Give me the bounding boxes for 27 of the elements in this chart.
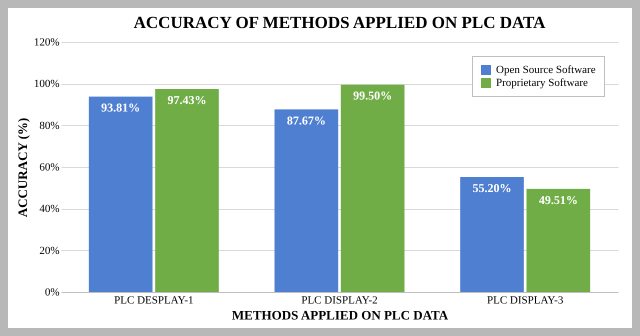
y-tick-label: 20% [39, 244, 60, 257]
data-label: 97.43% [167, 93, 206, 108]
data-label: 99.50% [353, 88, 392, 103]
data-label: 49.51% [538, 192, 578, 207]
y-tick-label: 120% [34, 36, 60, 48]
x-tick-label: PLC DISPLAY-2 [301, 294, 378, 306]
bar [88, 96, 153, 292]
bar [274, 109, 338, 292]
chart-title: ACCURACY OF METHODS APPLIED ON PLC DATA [134, 13, 546, 32]
y-tick-label: 60% [39, 162, 60, 174]
y-tick-label: 40% [39, 203, 60, 216]
bar [155, 89, 219, 292]
bar [460, 177, 524, 292]
bar [340, 84, 404, 292]
y-tick-label: 80% [39, 120, 60, 132]
legend-label: Open Source Software [496, 64, 596, 76]
data-label: 93.81% [101, 100, 140, 115]
y-axis-title: ACCURACY (%) [14, 118, 30, 218]
x-axis-title: METHODS APPLIED ON PLC DATA [232, 308, 449, 322]
bar [526, 188, 590, 292]
data-label: 55.20% [472, 181, 512, 195]
x-tick-label: PLC DISPLAY-3 [487, 294, 564, 306]
y-tick-label: 0% [44, 286, 60, 298]
x-tick-label: PLC DESPLAY-1 [114, 294, 194, 306]
y-tick-label: 100% [34, 78, 60, 90]
data-label: 87.67% [286, 113, 326, 128]
legend-label: Proprietary Software [496, 77, 588, 89]
